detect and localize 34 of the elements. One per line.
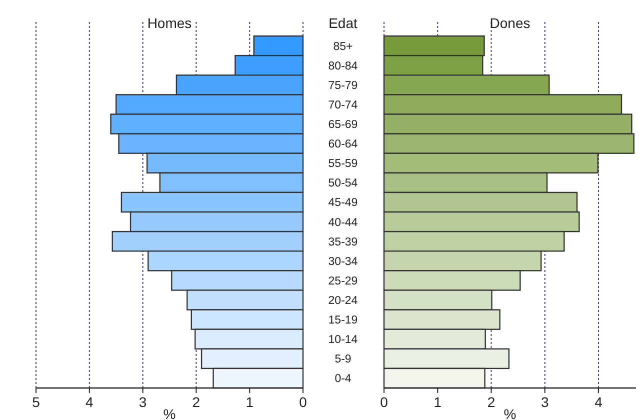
y-tick-label: 55-59 (328, 158, 358, 170)
y-axis-title: Edat (328, 15, 358, 31)
x-tick-label: 2 (192, 394, 200, 410)
x-tick-label: 1 (246, 394, 254, 410)
x-tick-label: 4 (86, 394, 94, 410)
y-tick-label: 25-29 (328, 275, 358, 288)
x-tick-label: 0 (380, 394, 388, 410)
x-tick-label: 5 (32, 394, 40, 410)
y-tick-label: 60-64 (328, 138, 358, 151)
y-tick-label: 40-44 (328, 216, 358, 229)
chart-title: Dones (490, 15, 530, 31)
y-tick-label: 10-14 (328, 334, 358, 346)
x-tick-label: 3 (138, 394, 147, 410)
y-tick-label: 15-19 (328, 314, 358, 327)
x-tick-label: 4 (594, 394, 603, 410)
chart-title: Homes (147, 15, 192, 31)
x-axis-title: % (163, 406, 176, 420)
y-tick-label: 35-39 (328, 236, 358, 248)
y-tick-label: 20-24 (328, 295, 358, 307)
y-tick-label: 30-34 (328, 256, 358, 268)
x-tick-label: 3 (540, 394, 549, 410)
y-tick-label: 80-84 (328, 60, 358, 72)
x-tick-label: 1 (434, 394, 442, 410)
y-tick-label: 75-79 (328, 80, 358, 92)
y-tick-label: 70-74 (328, 99, 358, 112)
x-tick-label: 0 (299, 394, 308, 410)
y-tick-label: 45-49 (328, 197, 358, 210)
x-axis-title: % (504, 406, 516, 420)
y-tick-label: 0-4 (334, 373, 352, 386)
x-tick-label: 2 (487, 394, 496, 410)
y-tick-label: 65-69 (328, 119, 358, 131)
y-tick-label: 5-9 (334, 354, 352, 366)
y-tick-label: 85+ (333, 40, 354, 53)
y-tick-label: 50-54 (328, 178, 358, 190)
